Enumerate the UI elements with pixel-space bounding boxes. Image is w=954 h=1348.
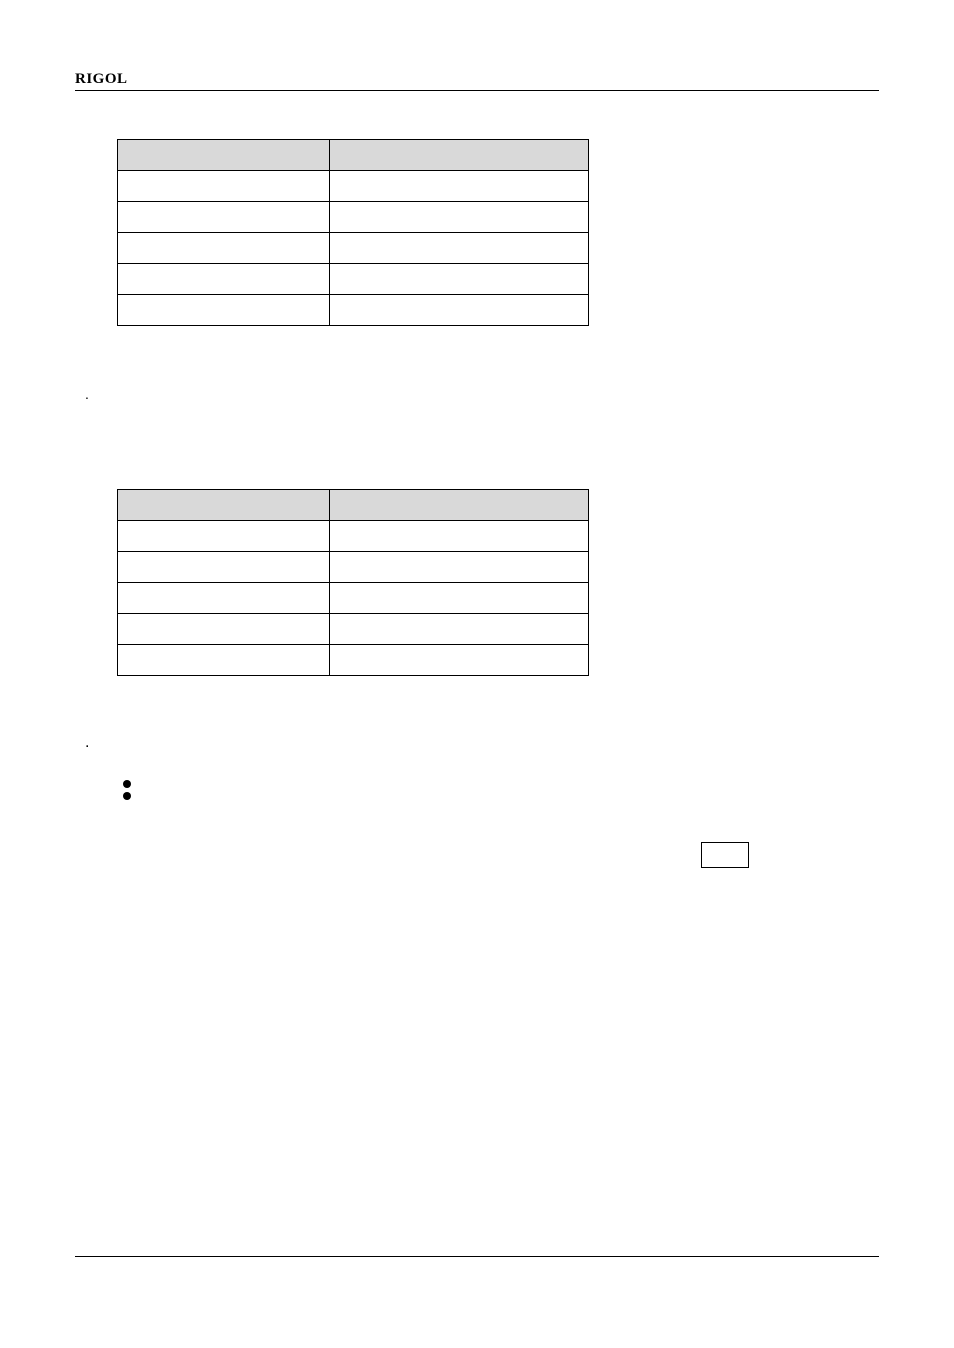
- brand-label: RIGOL: [75, 71, 128, 87]
- page-footer: [75, 1256, 879, 1286]
- list-item: [123, 792, 879, 800]
- table-row: [118, 264, 589, 295]
- table-row: [118, 614, 589, 645]
- section-3: .: [85, 734, 879, 800]
- section-marker-text: .: [85, 386, 89, 402]
- table-header-cell: [329, 140, 588, 171]
- table-cell: [118, 295, 330, 326]
- section-3-marker: .: [85, 734, 879, 752]
- table-cell: [118, 233, 330, 264]
- table-2: [117, 489, 589, 676]
- bullet-icon: [123, 780, 131, 788]
- table-row: [118, 645, 589, 676]
- table-cell: [118, 614, 330, 645]
- inline-box-row: [85, 842, 879, 870]
- list-item: [123, 780, 879, 788]
- key-box: [701, 842, 749, 868]
- table-cell: [329, 521, 588, 552]
- table-cell: [329, 171, 588, 202]
- table-cell: [118, 645, 330, 676]
- table-1: [117, 139, 589, 326]
- table-cell: [329, 645, 588, 676]
- table-row: [118, 552, 589, 583]
- table-row: [118, 583, 589, 614]
- bullet-icon: [123, 792, 131, 800]
- section-2-marker: .: [85, 384, 879, 405]
- section-marker-text: .: [85, 734, 89, 751]
- table-row: [118, 233, 589, 264]
- table-row: [118, 171, 589, 202]
- table-header-cell: [118, 490, 330, 521]
- table-cell: [118, 171, 330, 202]
- table-cell: [329, 583, 588, 614]
- table-cell: [329, 552, 588, 583]
- page-header: RIGOL: [75, 70, 879, 91]
- table-row: [118, 295, 589, 326]
- table-cell: [118, 521, 330, 552]
- table-cell: [329, 264, 588, 295]
- table-2-wrap: [117, 489, 879, 676]
- table-row: [118, 140, 589, 171]
- table-header-cell: [329, 490, 588, 521]
- table-cell: [118, 202, 330, 233]
- table-cell: [329, 614, 588, 645]
- table-row: [118, 521, 589, 552]
- table-cell: [329, 202, 588, 233]
- table-header-cell: [118, 140, 330, 171]
- table-cell: [118, 583, 330, 614]
- table-cell: [118, 264, 330, 295]
- page-root: RIGOL: [0, 0, 954, 1348]
- table-cell: [329, 295, 588, 326]
- table-cell: [118, 552, 330, 583]
- table-1-wrap: [117, 139, 879, 326]
- table-row: [118, 490, 589, 521]
- table-cell: [329, 233, 588, 264]
- table-row: [118, 202, 589, 233]
